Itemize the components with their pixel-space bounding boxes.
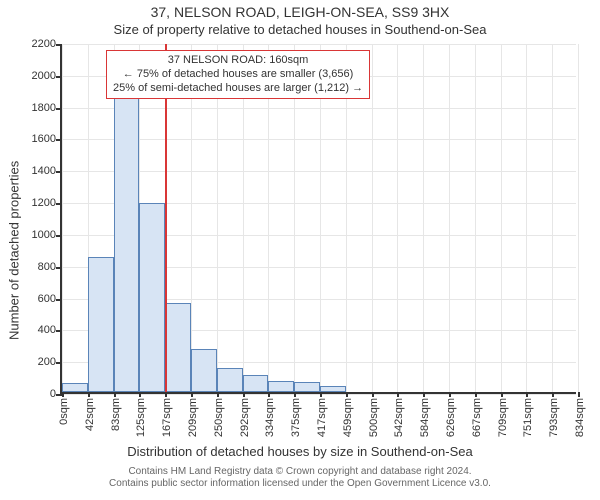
annotation-line: 37 NELSON ROAD: 160sqm [113,54,363,68]
gridline-vertical [62,44,63,392]
chart-title: 37, NELSON ROAD, LEIGH-ON-SEA, SS9 3HX [0,4,600,20]
x-axis-label: Distribution of detached houses by size … [0,444,600,459]
y-axis-label: Number of detached properties [6,0,22,500]
xtick-label: 334sqm [264,398,276,437]
histogram-bar [294,382,320,392]
xtick-mark [165,392,167,397]
footer-line: Contains HM Land Registry data © Crown c… [0,466,600,478]
histogram-bar [217,368,243,392]
xtick-mark [62,392,64,397]
gridline-vertical [501,44,502,392]
chart-subtitle: Size of property relative to detached ho… [0,22,600,37]
xtick-mark [114,392,116,397]
annotation-box: 37 NELSON ROAD: 160sqm← 75% of detached … [106,50,370,99]
xtick-label: 250sqm [213,398,225,437]
ytick-label: 800 [38,261,56,273]
ytick-label: 1000 [32,229,56,241]
histogram-bar [88,257,114,392]
xtick-label: 209sqm [187,398,199,437]
xtick-mark [475,392,477,397]
gridline-vertical [552,44,553,392]
annotation-line: 25% of semi-detached houses are larger (… [113,82,363,96]
ytick-label: 1200 [32,197,56,209]
xtick-label: 167sqm [161,398,173,437]
histogram-bar [165,303,191,392]
xtick-mark [423,392,425,397]
xtick-label: 709sqm [497,398,509,437]
gridline-vertical [397,44,398,392]
ytick-label: 0 [50,388,56,400]
xtick-label: 834sqm [574,398,586,437]
xtick-label: 584sqm [419,398,431,437]
histogram-bar [243,375,269,393]
xtick-mark [243,392,245,397]
gridline-vertical [423,44,424,392]
xtick-label: 542sqm [393,398,405,437]
xtick-mark [578,392,580,397]
ytick-label: 2000 [32,70,56,82]
attribution-footer: Contains HM Land Registry data © Crown c… [0,466,600,490]
xtick-mark [139,392,141,397]
gridline-vertical [372,44,373,392]
gridline-vertical [578,44,579,392]
xtick-label: 667sqm [471,398,483,437]
ytick-label: 2200 [32,38,56,50]
xtick-label: 459sqm [342,398,354,437]
ytick-label: 200 [38,356,56,368]
xtick-mark [372,392,374,397]
xtick-label: 42sqm [84,398,96,431]
xtick-mark [552,392,554,397]
ytick-label: 600 [38,293,56,305]
chart-container: 37, NELSON ROAD, LEIGH-ON-SEA, SS9 3HX S… [0,0,600,500]
xtick-label: 626sqm [445,398,457,437]
histogram-bar [139,203,165,392]
histogram-bar [320,386,346,392]
xtick-mark [294,392,296,397]
gridline-vertical [449,44,450,392]
xtick-mark [191,392,193,397]
xtick-mark [449,392,451,397]
xtick-mark [526,392,528,397]
histogram-bar [114,96,140,392]
xtick-mark [217,392,219,397]
histogram-bar [191,349,217,392]
xtick-label: 0sqm [58,398,70,425]
xtick-label: 500sqm [368,398,380,437]
xtick-mark [268,392,270,397]
xtick-mark [88,392,90,397]
ytick-label: 1400 [32,165,56,177]
annotation-line: ← 75% of detached houses are smaller (3,… [113,68,363,82]
xtick-label: 375sqm [290,398,302,437]
xtick-mark [346,392,348,397]
xtick-mark [397,392,399,397]
histogram-bar [268,381,294,392]
xtick-label: 125sqm [135,398,147,437]
ytick-label: 1800 [32,102,56,114]
ytick-label: 400 [38,324,56,336]
xtick-label: 292sqm [239,398,251,437]
gridline-vertical [526,44,527,392]
xtick-label: 793sqm [548,398,560,437]
gridline-vertical [475,44,476,392]
histogram-bar [62,383,88,392]
xtick-label: 417sqm [316,398,328,437]
xtick-label: 751sqm [522,398,534,437]
footer-line: Contains public sector information licen… [0,478,600,490]
xtick-mark [501,392,503,397]
ytick-label: 1600 [32,133,56,145]
xtick-mark [320,392,322,397]
xtick-label: 83sqm [110,398,122,431]
